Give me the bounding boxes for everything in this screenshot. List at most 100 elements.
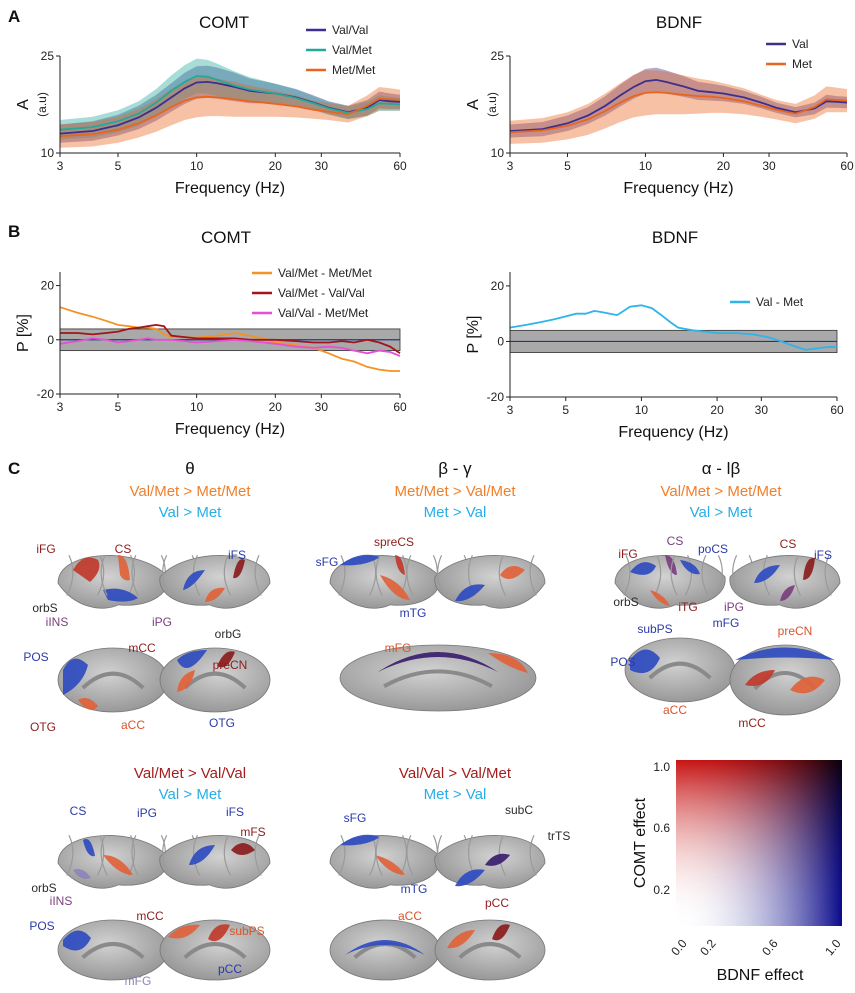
brain-medial-view bbox=[57, 919, 169, 981]
x-tick-label: 20 bbox=[717, 159, 731, 173]
region-label-alpha-3: CS bbox=[780, 537, 797, 551]
region-patch bbox=[189, 845, 215, 865]
region-label-alpha-6: iTG bbox=[678, 600, 697, 614]
region-patch bbox=[217, 651, 235, 668]
sulcus-line bbox=[529, 834, 537, 876]
region-label-alpha-12: aCC bbox=[663, 703, 687, 717]
legend-label: Val - Met bbox=[756, 295, 804, 309]
error-band-val-val bbox=[60, 65, 400, 143]
region-patch bbox=[735, 647, 835, 660]
region-patch bbox=[375, 855, 405, 875]
region-patch bbox=[345, 940, 425, 955]
region-patch bbox=[745, 670, 775, 686]
sulcus-line bbox=[97, 554, 105, 596]
corpus-callosum bbox=[648, 661, 712, 680]
region-patch bbox=[790, 676, 825, 694]
sulcus-line bbox=[192, 834, 201, 876]
chart-a-comt: COMT 3 5 10 20 30 60 10 25 Frequency (Hz) A (a.u) Va… bbox=[15, 13, 407, 197]
x-tick-label: 3 bbox=[57, 159, 64, 173]
error-band-val bbox=[510, 67, 847, 138]
region-patch bbox=[205, 587, 225, 602]
x-axis-label: Frequency (Hz) bbox=[175, 180, 285, 197]
alpha-cond2: Val > Met bbox=[690, 504, 753, 521]
chart-title: COMT bbox=[201, 228, 251, 247]
region-label-alpha-5: orbS bbox=[613, 595, 638, 609]
colormap-legend: COMT effect BDNF effect 1.0 0.6 0.2 0.0 … bbox=[632, 760, 844, 984]
region-label-beta_gamma-3: mFG bbox=[385, 641, 412, 655]
chart-b-bdnf: BDNF 3 5 10 20 30 60 -20 0 20 Frequency (Hz) P [%] V… bbox=[465, 228, 844, 441]
region-patch bbox=[73, 869, 91, 879]
sulcus-line bbox=[375, 554, 383, 596]
region-patch bbox=[665, 555, 677, 575]
region-patch bbox=[492, 924, 510, 941]
region-patch bbox=[378, 652, 498, 672]
series-line-val-met bbox=[509, 304, 837, 351]
region-patch bbox=[208, 924, 230, 942]
x-tick-label: 10 bbox=[635, 403, 649, 417]
sulcus-line bbox=[406, 834, 414, 876]
colormap-ytick-02: 0.2 bbox=[653, 883, 670, 897]
x-tick-label: 3 bbox=[57, 400, 64, 414]
sulcus-line bbox=[437, 554, 445, 596]
sulcus-line bbox=[97, 834, 105, 876]
sulcus-line bbox=[654, 554, 662, 596]
y-axis-label: P [%] bbox=[15, 314, 32, 352]
y-tick-label: 0 bbox=[497, 334, 504, 348]
sulcus-line bbox=[824, 554, 832, 596]
region-label-alpha-4: iFS bbox=[814, 548, 832, 562]
legend-label: Val/Val - Met/Met bbox=[278, 306, 369, 320]
sulcus-line bbox=[670, 554, 678, 596]
region-label-theta2-9: pCC bbox=[218, 962, 242, 976]
colormap-xtick-02: 0.2 bbox=[697, 936, 719, 958]
hemisphere-outline bbox=[339, 644, 537, 712]
theta-cond1: Val/Met > Met/Met bbox=[129, 483, 251, 500]
region-patch bbox=[78, 698, 98, 710]
region-label-theta-11: aCC bbox=[121, 718, 145, 732]
region-patch bbox=[455, 869, 485, 887]
colormap-comt-gradient bbox=[676, 760, 842, 926]
region-label-beta_gamma-0: spreCS bbox=[374, 535, 414, 549]
region-patch bbox=[630, 649, 660, 674]
region-patch bbox=[680, 560, 700, 575]
legend-label: Val/Met bbox=[332, 43, 372, 57]
x-tick-label: 60 bbox=[830, 403, 844, 417]
colormap-ytick-06: 0.6 bbox=[653, 821, 670, 835]
sulcus-line bbox=[100, 554, 108, 596]
region-patch bbox=[233, 559, 245, 579]
region-label-theta2-3: mFS bbox=[240, 825, 265, 839]
region-patch bbox=[118, 555, 130, 581]
y-axis-unit: (a.u) bbox=[485, 92, 499, 117]
sulcus-line bbox=[498, 554, 506, 596]
region-patch bbox=[63, 658, 88, 695]
region-label-alpha-10: mFG bbox=[713, 616, 740, 630]
legend-label: Val/Met - Val/Val bbox=[278, 286, 365, 300]
corpus-callosum bbox=[458, 942, 522, 960]
region-patch bbox=[500, 566, 525, 579]
colormap-ytick-1: 1.0 bbox=[653, 760, 670, 774]
sulcus-line bbox=[793, 554, 801, 596]
region-patch bbox=[803, 557, 815, 580]
alpha-cond1: Val/Met > Met/Met bbox=[660, 483, 782, 500]
x-tick-label: 30 bbox=[315, 159, 329, 173]
region-patch bbox=[455, 584, 485, 602]
brain-medial-view bbox=[339, 644, 537, 712]
colormap-xtick-1: 1.0 bbox=[822, 936, 844, 958]
region-label-theta2-0: CS bbox=[70, 804, 87, 818]
hemisphere-outline bbox=[329, 919, 441, 981]
sulcus-line bbox=[375, 834, 383, 876]
sulcus-line bbox=[66, 554, 74, 596]
chart-title: BDNF bbox=[656, 13, 702, 32]
region-label-theta2-7: mCC bbox=[136, 909, 164, 923]
x-tick-label: 60 bbox=[840, 159, 854, 173]
region-patch bbox=[447, 930, 475, 949]
alpha-title: α - lβ bbox=[702, 459, 741, 478]
x-tick-label: 30 bbox=[762, 159, 776, 173]
region-label-bg2-0: subC bbox=[505, 803, 533, 817]
x-tick-label: 60 bbox=[393, 159, 407, 173]
region-label-theta-0: iFG bbox=[36, 542, 55, 556]
region-patch bbox=[485, 853, 510, 866]
y-axis-label: A bbox=[465, 99, 482, 110]
region-label-bg2-4: aCC bbox=[398, 909, 422, 923]
region-patch bbox=[231, 843, 255, 855]
